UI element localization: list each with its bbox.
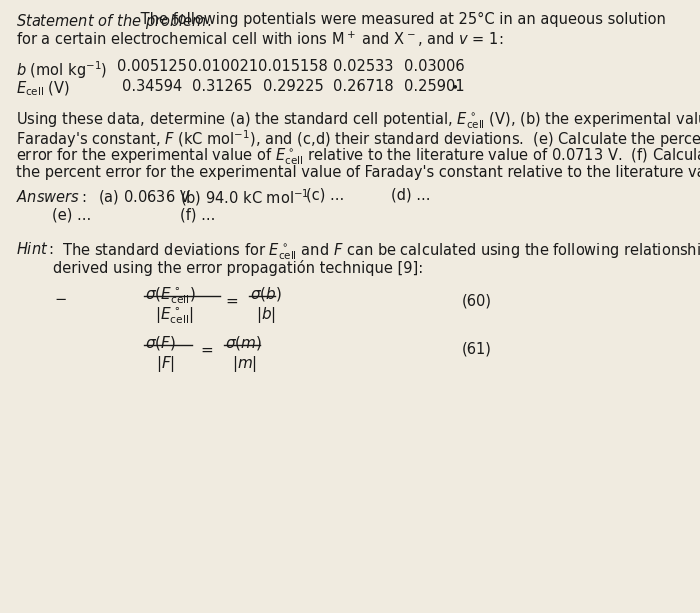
Text: (e) ...: (e) ... — [52, 208, 91, 223]
Text: $b$ (mol kg$^{-1}$): $b$ (mol kg$^{-1}$) — [17, 59, 108, 81]
Text: 0.010021: 0.010021 — [188, 59, 258, 74]
Text: $\bullet$: $\bullet$ — [451, 80, 458, 93]
Text: $\bf{\it{Hint:}}$: $\bf{\it{Hint:}}$ — [17, 241, 55, 257]
Text: 0.03006: 0.03006 — [404, 59, 464, 74]
Text: $\sigma(E^\circ_\mathrm{cell})$: $\sigma(E^\circ_\mathrm{cell})$ — [145, 285, 195, 306]
Text: The standard deviations for $E^\circ_\mathrm{cell}$ and $F$ can be calculated us: The standard deviations for $E^\circ_\ma… — [53, 241, 700, 262]
Text: (b) 94.0 kC mol$^{-1}$: (b) 94.0 kC mol$^{-1}$ — [180, 188, 309, 208]
Text: Using these data, determine (a) the standard cell potential, $E^\circ_\mathrm{ce: Using these data, determine (a) the stan… — [17, 110, 700, 131]
Text: 0.29225: 0.29225 — [262, 80, 323, 94]
Text: (f) ...: (f) ... — [180, 208, 216, 223]
Text: 0.34594: 0.34594 — [122, 80, 183, 94]
Text: $|m|$: $|m|$ — [232, 354, 257, 374]
Text: (60): (60) — [461, 293, 491, 308]
Text: $=$: $=$ — [223, 293, 239, 308]
Text: Faraday's constant, $F$ (kC mol$^{-1}$), and (c,d) their standard deviations.  (: Faraday's constant, $F$ (kC mol$^{-1}$),… — [17, 128, 700, 150]
Text: 0.015158: 0.015158 — [258, 59, 328, 74]
Text: (c) ...: (c) ... — [306, 188, 344, 202]
Text: (d) ...: (d) ... — [391, 188, 430, 202]
Text: the percent error for the experimental value of Faraday's constant relative to t: the percent error for the experimental v… — [17, 165, 700, 180]
Text: $E_\mathrm{cell}$ (V): $E_\mathrm{cell}$ (V) — [17, 80, 71, 98]
Text: $\bf{\it{Answers:}}$  (a) 0.0636 V: $\bf{\it{Answers:}}$ (a) 0.0636 V — [17, 188, 191, 205]
Text: $|b|$: $|b|$ — [256, 305, 276, 326]
Text: 0.26718: 0.26718 — [333, 80, 394, 94]
Text: 0.31265: 0.31265 — [193, 80, 253, 94]
Text: $\sigma(b)$: $\sigma(b)$ — [251, 285, 282, 303]
Text: $|F|$: $|F|$ — [156, 354, 175, 374]
Text: 0.005125: 0.005125 — [118, 59, 188, 74]
Text: 0.25901: 0.25901 — [404, 80, 464, 94]
Text: The following potentials were measured at 25°C in an aqueous solution: The following potentials were measured a… — [136, 12, 666, 28]
Text: 0.02533: 0.02533 — [333, 59, 393, 74]
Text: $=$: $=$ — [197, 342, 214, 357]
Text: error for the experimental value of $E^\circ_\mathrm{cell}$ relative to the lite: error for the experimental value of $E^\… — [17, 147, 700, 167]
Text: $-$: $-$ — [54, 290, 67, 305]
Text: for a certain electrochemical cell with ions M$^+$ and X$^-$, and $v$ = 1:: for a certain electrochemical cell with … — [17, 29, 504, 49]
Text: $|E^\circ_\mathrm{cell}|$: $|E^\circ_\mathrm{cell}|$ — [155, 305, 193, 326]
Text: derived using the error propagatión technique [9]:: derived using the error propagatión tech… — [53, 259, 424, 275]
Text: (61): (61) — [461, 342, 491, 357]
Text: $\sigma(m)$: $\sigma(m)$ — [225, 334, 262, 352]
Text: $\bf{\it{Statement\ of\ the\ problem.}}$: $\bf{\it{Statement\ of\ the\ problem.}}$ — [17, 12, 211, 31]
Text: $\sigma(F)$: $\sigma(F)$ — [145, 334, 176, 352]
